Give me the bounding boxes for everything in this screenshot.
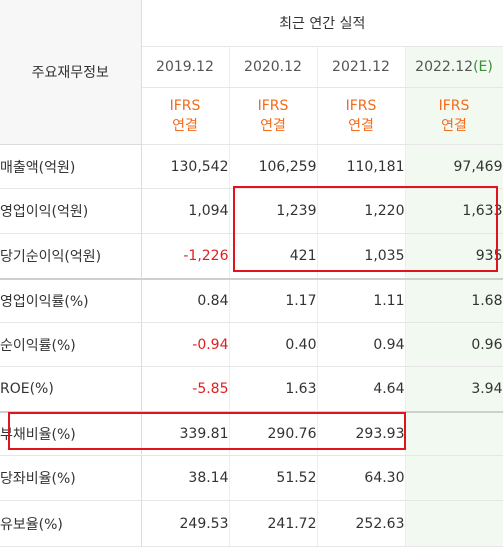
period-year-estimate: 2022.12(E) [405,46,503,88]
period-year: 2020.12 [229,46,318,88]
value-cell [405,455,503,501]
value-cell: 3.94 [405,366,503,413]
value-cell: 339.81 [141,411,230,456]
value-cell: -0.94 [141,322,230,367]
accounting-basis: IFRS 연결 [405,87,503,145]
value-cell: 1.63 [229,366,318,413]
value-cell: 1,633 [405,188,503,234]
value-cell: 241.72 [229,500,318,547]
row-label: 부채비율(%) [0,411,142,456]
value-cell: 97,469 [405,144,503,189]
value-cell: 0.40 [229,322,318,367]
value-cell: 1,220 [317,188,406,234]
estimate-mark: (E) [473,59,493,75]
ifrs-label: IFRS [345,98,377,114]
basis-label: 연결 [348,118,374,134]
value-cell: 935 [405,233,503,280]
value-cell: 1,239 [229,188,318,234]
row-label: 매출액(억원) [0,144,142,189]
basis-label: 연결 [172,118,198,134]
value-cell [405,411,503,456]
table-row: 매출액(억원) 130,542 106,259 110,181 97,469 [0,144,503,189]
row-label: 순이익률(%) [0,322,142,367]
accounting-basis: IFRS 연결 [229,87,318,145]
value-cell: 51.52 [229,455,318,501]
value-cell: 1,094 [141,188,230,234]
row-label: ROE(%) [0,366,142,413]
value-cell: 1.17 [229,278,318,323]
table-row: 부채비율(%) 339.81 290.76 293.93 [0,411,503,456]
ifrs-label: IFRS [169,98,201,114]
value-cell: 4.64 [317,366,406,413]
value-cell: 1.68 [405,278,503,323]
value-cell: 0.96 [405,322,503,367]
value-cell: 290.76 [229,411,318,456]
ifrs-label: IFRS [438,98,470,114]
basis-label: 연결 [260,118,286,134]
accounting-basis: IFRS 연결 [141,87,230,145]
row-label: 당좌비율(%) [0,455,142,501]
value-cell: -5.85 [141,366,230,413]
table-row: 영업이익(억원) 1,094 1,239 1,220 1,633 [0,188,503,234]
row-label: 당기순이익(억원) [0,233,142,280]
value-cell: 130,542 [141,144,230,189]
table-row: 순이익률(%) -0.94 0.40 0.94 0.96 [0,322,503,367]
value-cell: 110,181 [317,144,406,189]
table-row: ROE(%) -5.85 1.63 4.64 3.94 [0,366,503,413]
value-cell: -1,226 [141,233,230,280]
value-cell: 38.14 [141,455,230,501]
ifrs-label: IFRS [257,98,289,114]
value-cell: 1.11 [317,278,406,323]
period-year: 2019.12 [141,46,230,88]
value-cell: 0.84 [141,278,230,323]
value-cell: 0.94 [317,322,406,367]
table-row: 당기순이익(억원) -1,226 421 1,035 935 [0,233,503,280]
value-cell: 64.30 [317,455,406,501]
value-cell: 421 [229,233,318,280]
group-title: 최근 연간 실적 [141,0,503,47]
accounting-basis: IFRS 연결 [317,87,406,145]
table-row: 유보율(%) 249.53 241.72 252.63 [0,500,503,547]
value-cell: 106,259 [229,144,318,189]
row-label: 유보율(%) [0,500,142,547]
table-row: 영업이익률(%) 0.84 1.17 1.11 1.68 [0,278,503,323]
table-row: 당좌비율(%) 38.14 51.52 64.30 [0,455,503,501]
period-year: 2021.12 [317,46,406,88]
value-cell: 249.53 [141,500,230,547]
row-label: 영업이익률(%) [0,278,142,323]
value-cell: 1,035 [317,233,406,280]
period-year: 2022.12 [415,59,474,75]
row-label: 영업이익(억원) [0,188,142,234]
value-cell [405,500,503,547]
value-cell: 252.63 [317,500,406,547]
corner-label: 주요재무정보 [0,0,142,145]
value-cell: 293.93 [317,411,406,456]
basis-label: 연결 [441,118,467,134]
